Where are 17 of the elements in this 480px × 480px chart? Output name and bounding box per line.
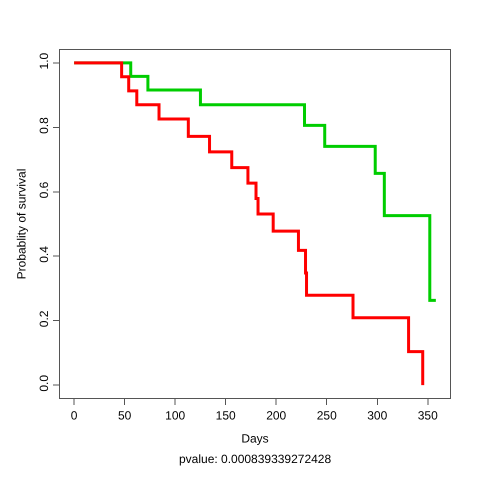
y-tick-label: 0.8 <box>37 116 52 134</box>
y-tick-label: 0.4 <box>37 246 52 263</box>
y-axis-title: Probablity of survival <box>14 168 28 280</box>
y-tick-label: 1.0 <box>37 52 52 70</box>
text: pvalue: 0.000839339272428 <box>179 452 332 466</box>
y-tick-label: 0.2 <box>37 310 52 328</box>
x-tick-label: 300 <box>367 408 388 422</box>
x-tick-label: 50 <box>118 408 132 422</box>
x-tick-label: 100 <box>165 408 186 422</box>
x-tick-label: 150 <box>216 408 236 422</box>
x-tick-label: 200 <box>266 408 287 422</box>
x-tick-label: 250 <box>316 408 338 422</box>
x-tick-label: 0 <box>70 408 78 422</box>
x-tick-label: 350 <box>418 408 438 422</box>
y-tick-label: 0.6 <box>37 181 52 198</box>
x-axis-title: Days <box>241 431 269 446</box>
y-tick-label: 0.0 <box>37 374 52 392</box>
